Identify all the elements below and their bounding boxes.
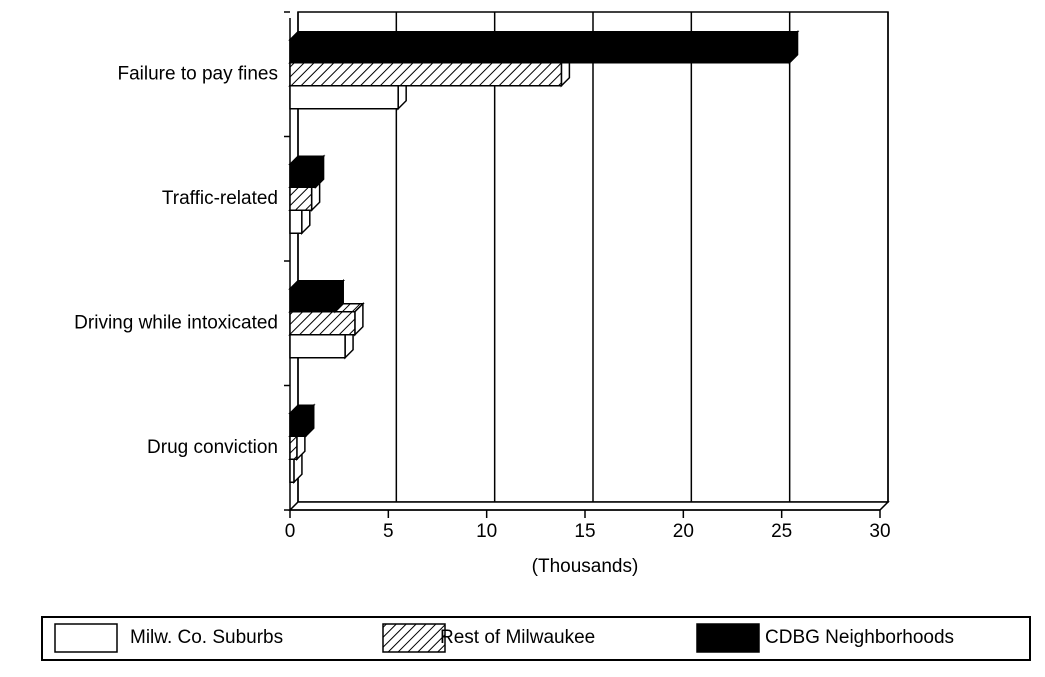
legend-label: Milw. Co. Suburbs [130, 627, 283, 648]
bar [289, 288, 336, 313]
x-tick-label: 5 [383, 521, 394, 542]
bar-top [288, 31, 800, 41]
bar [289, 209, 303, 234]
bar [289, 458, 295, 483]
x-tick-label: 20 [673, 521, 694, 542]
y-tick-label: Driving while intoxicated [74, 312, 278, 333]
bar-top [288, 280, 346, 290]
legend-swatch [54, 623, 118, 653]
bar [289, 186, 313, 211]
y-tick-label: Failure to pay fines [117, 63, 278, 84]
bar [289, 334, 346, 359]
y-tick-label: Traffic-related [162, 188, 278, 209]
bar [289, 85, 399, 110]
x-tick-label: 0 [285, 521, 296, 542]
x-tick-label: 30 [869, 521, 890, 542]
legend-swatch [696, 623, 760, 653]
x-axis-label: (Thousands) [532, 556, 639, 577]
bar [289, 412, 307, 437]
bar [289, 62, 563, 87]
x-tick-label: 10 [476, 521, 497, 542]
x-tick-label: 15 [574, 521, 595, 542]
legend-swatch [382, 623, 446, 653]
x-tick-label: 25 [771, 521, 792, 542]
legend-box [41, 616, 1031, 661]
bar [289, 311, 356, 336]
plot-floor [288, 501, 890, 511]
bar [289, 163, 317, 188]
bar [289, 39, 791, 64]
legend-label: Rest of Milwaukee [440, 627, 595, 648]
bar [289, 435, 298, 460]
legend-label: CDBG Neighborhoods [765, 627, 954, 648]
y-tick-label: Drug conviction [147, 437, 278, 458]
